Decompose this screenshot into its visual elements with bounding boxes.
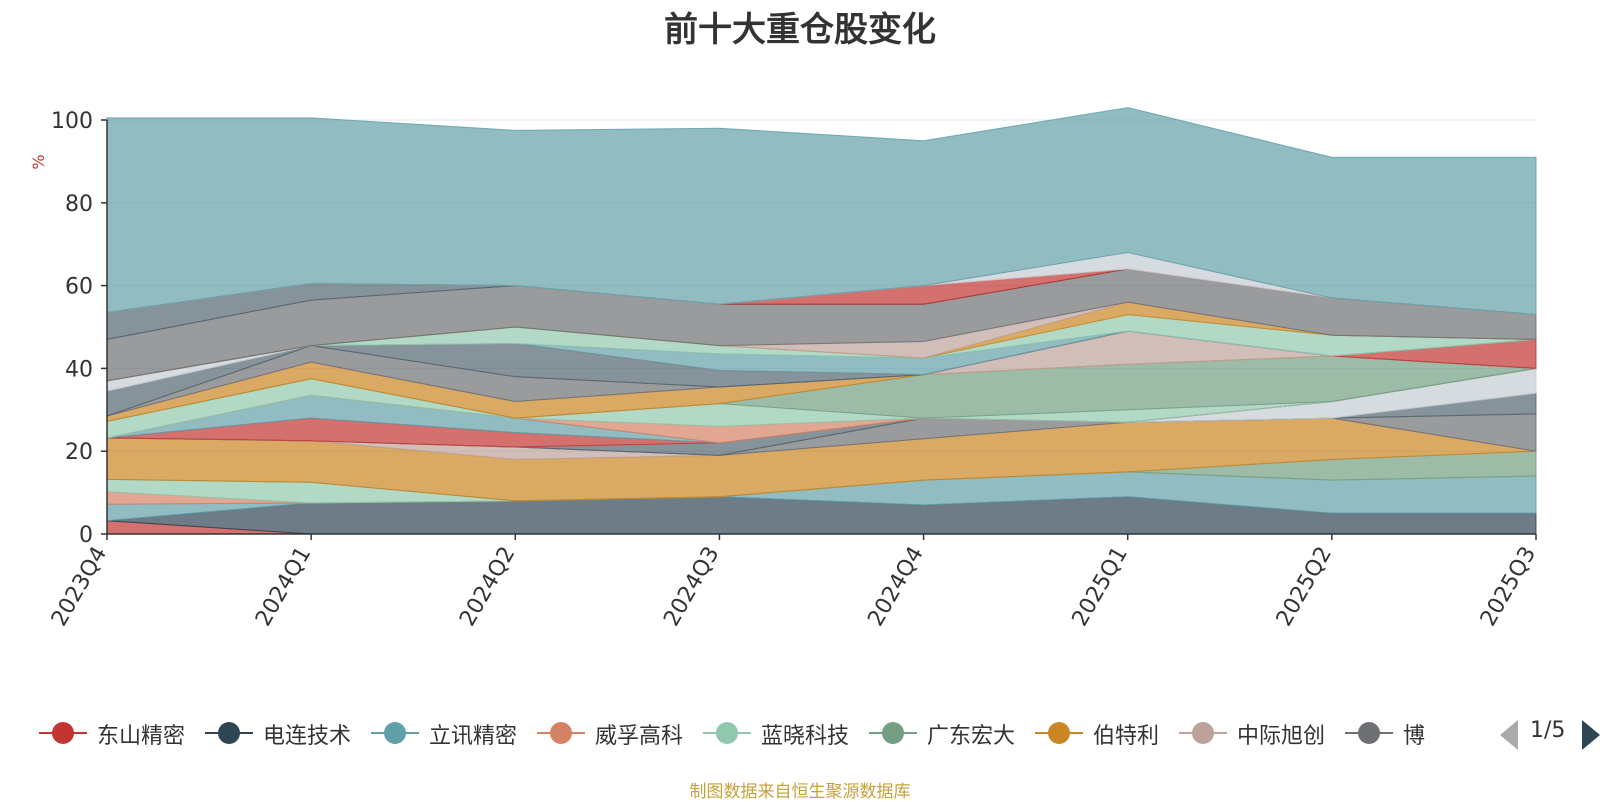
legend: 东山精密 电连技术 立讯精密 威孚高科 蓝晓科技 广东宏大 伯特利 中际旭创 博 (0, 714, 1480, 754)
legend-label: 东山精密 (97, 724, 186, 749)
legend-label: 博 (1403, 724, 1426, 749)
y-axis-label: % (29, 154, 48, 169)
legend-pager: 1/5 (1498, 714, 1600, 754)
legend-label: 中际旭创 (1237, 724, 1326, 749)
legend-marker-icon (39, 722, 87, 744)
x-tick-label-4: 2024Q4 (863, 543, 928, 631)
legend-marker-icon (1345, 722, 1393, 744)
legend-page-indicator: 1/5 (1530, 718, 1566, 743)
footer-source-note: 制图数据来自恒生聚源数据库 (689, 782, 911, 802)
area-series-30 (106, 107, 1537, 316)
x-tick-label-7: 2025Q3 (1476, 543, 1541, 631)
y-tick-label-4: 80 (65, 192, 93, 217)
legend-label: 电连技术 (263, 724, 352, 749)
x-ticks: 2023Q4 2024Q1 2024Q2 2024Q3 2024Q4 2025Q1 2025… (47, 534, 1541, 631)
x-tick-label-0: 2023Q4 (47, 543, 112, 631)
legend-marker-icon (537, 722, 585, 744)
legend-marker-icon (703, 722, 751, 744)
x-tick-label-1: 2024Q1 (251, 543, 316, 631)
legend-label: 广东宏大 (927, 724, 1016, 749)
y-tick-label-2: 40 (65, 357, 93, 382)
x-tick-label-6: 2025Q2 (1272, 543, 1337, 631)
legend-marker-icon (205, 722, 253, 744)
legend-label: 威孚高科 (595, 724, 684, 749)
chart-title: 前十大重仓股变化 (664, 10, 936, 50)
axes (106, 120, 1536, 535)
x-tick-label-5: 2025Q1 (1068, 543, 1133, 631)
legend-marker-icon (1035, 722, 1083, 744)
y-ticks: 0 20 40 60 80 100 (51, 109, 107, 548)
area-series (106, 107, 1537, 535)
x-tick-label-3: 2024Q3 (659, 543, 724, 631)
y-tick-label-3: 60 (65, 275, 93, 300)
y-tick-label-5: 100 (51, 109, 93, 134)
x-tick-label-2: 2024Q2 (455, 543, 520, 631)
y-tick-label-0: 0 (79, 523, 93, 548)
legend-label: 蓝晓科技 (761, 724, 850, 749)
y-tick-label-1: 20 (65, 440, 93, 465)
legend-marker-icon (1179, 722, 1227, 744)
legend-label: 立讯精密 (429, 724, 518, 749)
legend-marker-icon (371, 722, 419, 744)
legend-marker-icon (869, 722, 917, 744)
legend-label: 伯特利 (1093, 724, 1160, 749)
legend-next-page-button[interactable] (1582, 720, 1600, 750)
legend-prev-page-button[interactable] (1500, 720, 1518, 750)
